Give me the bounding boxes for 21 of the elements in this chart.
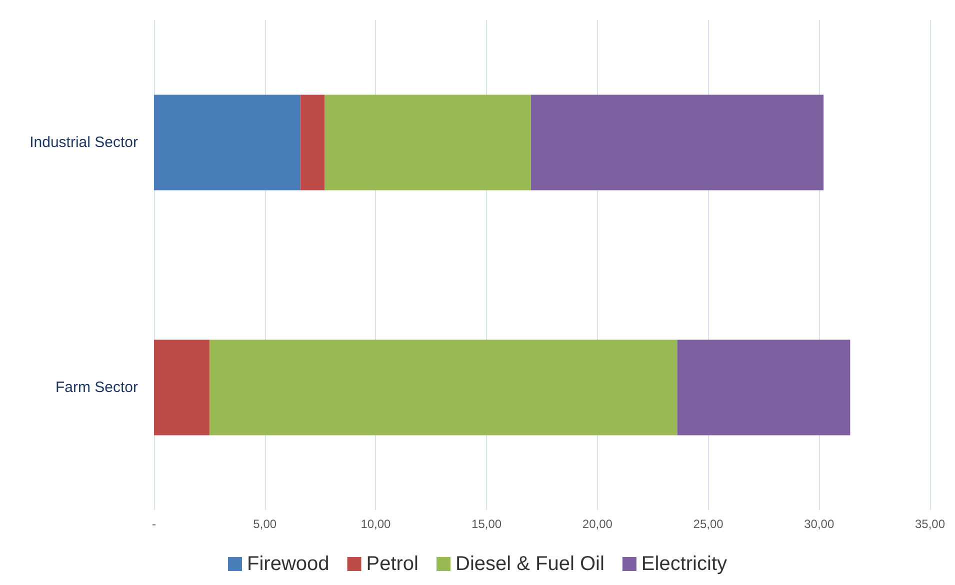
bar: [209, 340, 678, 436]
legend-label: Petrol: [366, 553, 419, 575]
x-tick-label: 30,00: [804, 517, 834, 531]
bar: [154, 94, 300, 190]
bar: [154, 340, 210, 436]
bar: [300, 94, 325, 190]
bar: [324, 94, 531, 190]
x-tick-label: 15,00: [472, 517, 502, 531]
legend-label: Diesel & Fuel Oil: [456, 553, 604, 575]
legend-label: Electricity: [641, 553, 728, 575]
x-tick-label: 10,00: [360, 517, 392, 531]
x-tick-label: 20,00: [582, 517, 613, 531]
bar: [677, 340, 850, 436]
y-tick-label: Industrial Sector: [30, 134, 138, 151]
bar: [530, 94, 824, 190]
x-tick-label: -: [152, 517, 156, 531]
legend-label: Firewood: [247, 553, 330, 575]
y-tick-label: Farm Sector: [55, 379, 138, 396]
x-tick-label: 25,00: [693, 517, 724, 531]
x-tick-label: 35,00: [914, 517, 946, 531]
x-tick-label: 5,00: [253, 517, 277, 531]
